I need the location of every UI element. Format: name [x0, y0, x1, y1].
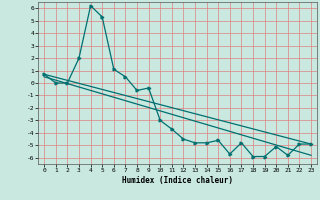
X-axis label: Humidex (Indice chaleur): Humidex (Indice chaleur): [122, 176, 233, 185]
